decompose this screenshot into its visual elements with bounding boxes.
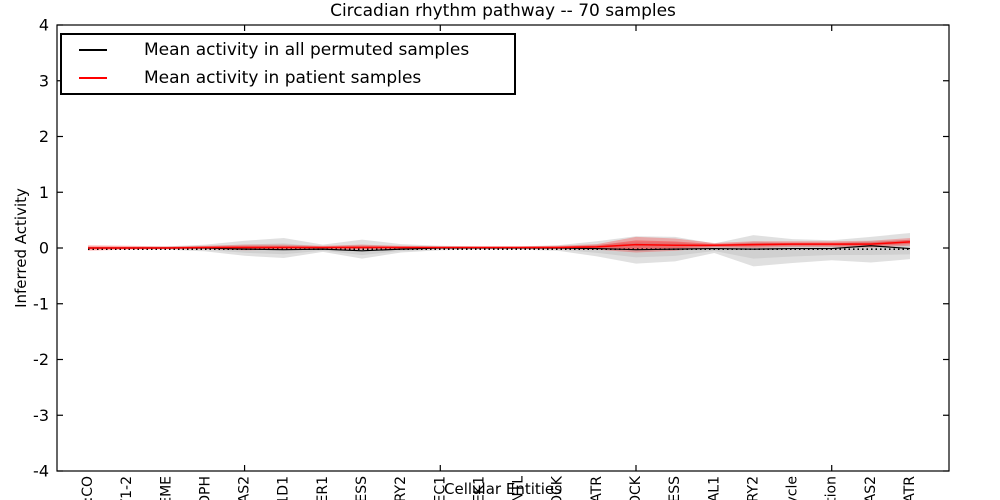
x-category-label: PER1 — [315, 476, 331, 500]
legend-item-patient: Mean activity in patient samples — [62, 64, 514, 92]
x-category-label: PER1/TIMELESS — [667, 476, 683, 500]
x-category-label: CRY2 — [393, 476, 409, 500]
permuted-band-core — [88, 239, 910, 259]
chart-title: Circadian rhythm pathway -- 70 samples — [330, 1, 676, 21]
x-category-label: TIMELESS/CRY2 — [745, 476, 761, 500]
x-category-label: DEC1/BMAL1 — [706, 476, 722, 500]
x-axis-label: Cellular Entities — [444, 480, 562, 498]
patient-mean-line — [88, 241, 911, 249]
x-category-label: CHEK1 — [471, 476, 487, 500]
x-category-label: PER1-2 / CRY1-2 — [119, 476, 135, 500]
legend: Mean activity in all permuted samples Me… — [60, 33, 516, 95]
x-category-label: mol:NADPH — [197, 476, 213, 500]
y-tick-label: -4 — [33, 462, 49, 481]
x-category-label: DEC1 — [432, 476, 448, 500]
legend-item-permuted: Mean activity in all permuted samples — [62, 36, 514, 64]
y-tick-label: -2 — [33, 350, 49, 369]
x-category-label: BMAL1/CLOCK — [628, 475, 644, 500]
x-category-label: S phase of mitotic cell cycle — [785, 476, 801, 500]
x-category-label: ATR — [589, 476, 605, 500]
legend-label-patient: Mean activity in patient samples — [144, 68, 422, 89]
y-tick-label: 1 — [39, 183, 49, 202]
y-tick-label: 0 — [39, 239, 49, 258]
y-tick-label: 4 — [39, 16, 49, 35]
x-category-label: TIMELESS — [354, 476, 370, 500]
x-category-label: mol:CO — [80, 476, 96, 500]
y-tick-label: -3 — [33, 406, 49, 425]
x-category-label: CLOCK — [550, 475, 566, 500]
x-category-label: NPAS2 — [237, 476, 253, 500]
patient-band — [88, 236, 910, 253]
y-tick-label: -1 — [33, 294, 49, 313]
x-category-label: ARNTL — [511, 476, 527, 500]
x-category-label: NR1D1 — [276, 476, 292, 500]
x-category-label: TIMELESS/CHEK1/ATR — [902, 476, 918, 500]
y-tick-label: 3 — [39, 71, 49, 90]
x-category-label: BMAL/CLOCK/NPAS2 — [863, 476, 879, 500]
permuted-line-sample — [79, 48, 107, 51]
patient-line-sample — [79, 77, 107, 80]
x-category-label: mol:HEME — [158, 476, 174, 500]
legend-label-permuted: Mean activity in all permuted samples — [144, 39, 470, 60]
x-category-label: chromatin modification — [824, 476, 840, 500]
y-tick-label: 2 — [39, 127, 49, 146]
